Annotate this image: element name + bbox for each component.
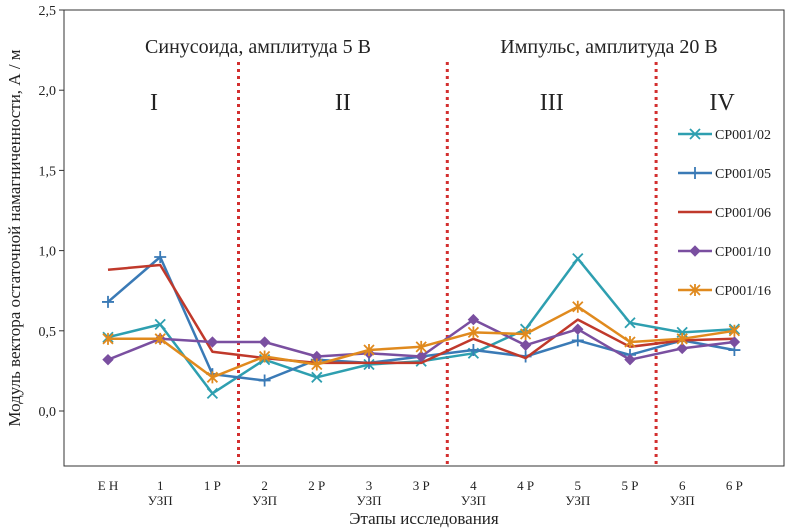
x-tick-label: 3 bbox=[366, 478, 373, 493]
x-tick-label: Е Н bbox=[98, 478, 119, 493]
legend-item: CP001/06 bbox=[678, 206, 771, 221]
diamond-marker bbox=[624, 353, 636, 366]
series-cp001-16 bbox=[102, 300, 741, 384]
region-labels: I II III IV bbox=[150, 90, 735, 116]
plus-marker bbox=[571, 334, 584, 347]
x-tick-label: 5 bbox=[575, 478, 582, 493]
y-ticks: 2,5 2,0 1,5 1,0 0,5 0,0 bbox=[39, 4, 64, 420]
diamond-marker bbox=[258, 336, 271, 348]
section-title-impulse: Импульс, амплитуда 20 В bbox=[500, 36, 717, 58]
x-tick-sublabel: УЗП bbox=[670, 493, 695, 508]
region-label-iv: IV bbox=[709, 90, 735, 116]
legend: CP001/02 CP001/05 CP001/06 CP001/10 CP001/16 bbox=[678, 128, 771, 299]
star-marker bbox=[689, 284, 701, 296]
x-marker bbox=[689, 128, 701, 140]
star-marker bbox=[363, 344, 375, 357]
legend-label: CP001/06 bbox=[715, 206, 771, 221]
plus-marker bbox=[467, 344, 480, 357]
star-marker bbox=[102, 332, 114, 345]
legend-label: CP001/10 bbox=[715, 245, 771, 260]
x-tick-label: 5 Р bbox=[622, 478, 639, 493]
x-tick-sublabel: УЗП bbox=[148, 493, 173, 508]
x-tick-label: 6 bbox=[679, 478, 686, 493]
y-tick-label: 0,0 bbox=[39, 405, 57, 420]
x-marker bbox=[311, 371, 323, 383]
star-marker bbox=[624, 336, 636, 349]
dividers bbox=[237, 62, 658, 466]
x-marker bbox=[572, 252, 584, 265]
y-axis-title: Модуль вектора остаточной намагниченност… bbox=[5, 49, 24, 426]
x-marker bbox=[206, 387, 219, 399]
legend-label: CP001/16 bbox=[715, 284, 771, 299]
series-cp001-02 bbox=[102, 252, 741, 399]
diamond-marker bbox=[519, 339, 532, 351]
legend-item: CP001/05 bbox=[678, 167, 771, 182]
x-tick-label: 2 Р bbox=[308, 478, 325, 493]
y-tick-label: 1,5 bbox=[39, 164, 57, 179]
star-marker bbox=[154, 332, 166, 345]
x-tick-sublabel: УЗП bbox=[461, 493, 486, 508]
x-tick-label: 3 Р bbox=[413, 478, 430, 493]
diamond-marker bbox=[728, 336, 741, 348]
diamond-marker bbox=[572, 323, 584, 335]
series-line bbox=[107, 257, 735, 395]
diamond-marker bbox=[689, 245, 701, 257]
region-label-ii: II bbox=[335, 90, 351, 116]
x-axis-title: Этапы исследования bbox=[349, 509, 499, 528]
legend-item: CP001/10 bbox=[678, 245, 771, 260]
y-tick-label: 0,5 bbox=[39, 325, 57, 340]
region-label-i: I bbox=[150, 90, 158, 116]
legend-label: CP001/02 bbox=[715, 128, 771, 143]
x-tick-label: 6 Р bbox=[726, 478, 743, 493]
x-tick-label: 1 Р bbox=[204, 478, 221, 493]
x-marker bbox=[154, 318, 166, 331]
legend-label: CP001/05 bbox=[715, 167, 771, 182]
x-marker bbox=[624, 317, 636, 329]
plot-frame bbox=[63, 9, 785, 467]
star-marker bbox=[676, 332, 688, 345]
diamond-marker bbox=[102, 353, 114, 366]
star-marker bbox=[258, 350, 271, 363]
star-marker bbox=[415, 340, 427, 353]
plus-marker bbox=[258, 374, 271, 387]
x-tick-label: 4 bbox=[470, 478, 477, 493]
y-tick-label: 2,0 bbox=[39, 84, 57, 99]
diamond-marker bbox=[415, 350, 427, 363]
section-title-sinusoid: Синусоида, амплитуда 5 В bbox=[145, 36, 371, 58]
x-tick-sublabel: УЗП bbox=[252, 493, 277, 508]
series-cp001-10 bbox=[102, 313, 741, 366]
plus-marker bbox=[102, 295, 114, 308]
plus-marker bbox=[689, 167, 701, 179]
region-label-iii: III bbox=[540, 90, 564, 116]
star-marker bbox=[467, 326, 480, 339]
y-tick-label: 1,0 bbox=[39, 245, 57, 260]
x-tick-sublabel: УЗП bbox=[565, 493, 590, 508]
star-marker bbox=[572, 300, 584, 313]
x-tick-label: 2 bbox=[261, 478, 268, 493]
star-marker bbox=[311, 358, 323, 371]
x-tick-sublabel: УЗП bbox=[357, 493, 382, 508]
y-tick-label: 2,5 bbox=[39, 4, 57, 19]
series-group bbox=[102, 251, 741, 399]
star-marker bbox=[728, 324, 741, 337]
diamond-marker bbox=[676, 342, 688, 355]
plus-marker bbox=[154, 251, 167, 264]
legend-item: CP001/02 bbox=[678, 128, 771, 143]
legend-item: CP001/16 bbox=[678, 284, 771, 299]
x-tick-label: 1 bbox=[157, 478, 164, 493]
star-marker bbox=[519, 328, 532, 341]
x-tick-label: 4 Р bbox=[517, 478, 534, 493]
diamond-marker bbox=[206, 336, 219, 348]
diamond-marker bbox=[467, 313, 480, 326]
star-marker bbox=[206, 371, 219, 384]
